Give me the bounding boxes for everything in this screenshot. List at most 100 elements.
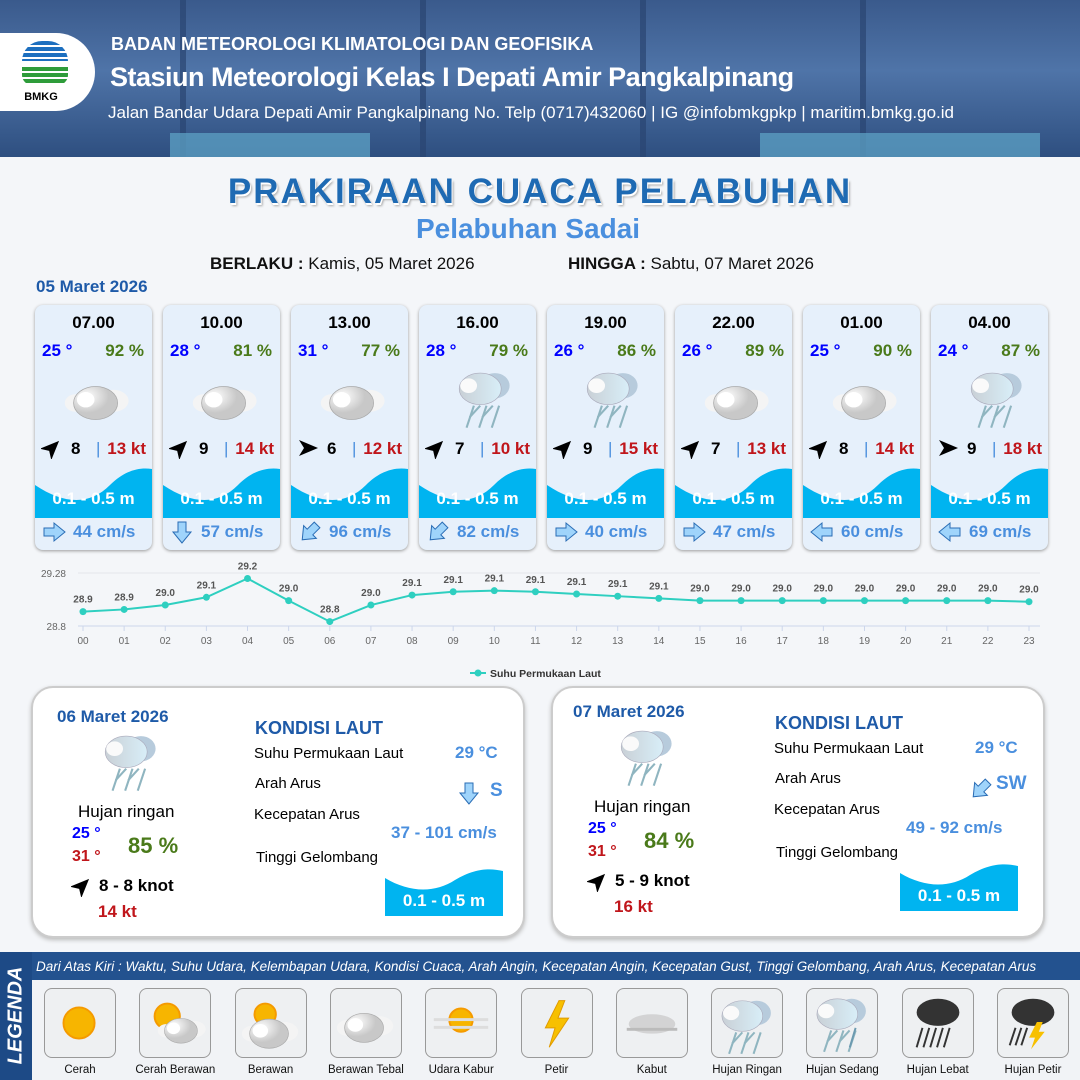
legend-heavy-rain-icon (901, 988, 974, 1058)
data-label: 29.0 (279, 584, 299, 595)
wind-speed-range: 8 - 8 knot (99, 876, 174, 895)
current-speed-range: 37 - 101 cm/s (391, 823, 497, 842)
data-point (449, 588, 457, 596)
wind-direction-icon (585, 870, 607, 894)
legend-label: Cerah Berawan (135, 1064, 216, 1076)
data-label: 29.0 (731, 584, 751, 595)
light-rain-icon (445, 367, 515, 435)
gust-speed: 10 kt (491, 439, 530, 458)
current-speed: 57 cm/s (201, 522, 264, 541)
data-point (79, 608, 87, 616)
wave-icon (900, 863, 1018, 911)
current-direction: S (490, 780, 503, 801)
wave-icon (163, 465, 280, 518)
forecast-time: 01.00 (840, 313, 883, 332)
wind-direction-icon (423, 437, 447, 461)
x-tick-label: 19 (859, 636, 871, 647)
current-speed: 47 cm/s (713, 522, 776, 541)
wave-height-label: Tinggi Gelombang (256, 849, 379, 866)
wind-speed: 9 (583, 439, 593, 458)
forecast-time: 07.00 (72, 313, 115, 332)
air-temperature: 25 ° (42, 341, 73, 360)
panel-date: 07 Maret 2026 (573, 702, 685, 721)
humidity: 81 % (233, 341, 272, 360)
x-tick-label: 10 (489, 636, 501, 647)
x-tick-label: 01 (119, 636, 131, 647)
data-point (902, 597, 910, 605)
wave-icon (547, 465, 664, 518)
air-temperature: 28 ° (426, 341, 457, 360)
data-label: 28.9 (73, 595, 93, 606)
gust-speed: 18 kt (1003, 439, 1042, 458)
wave-height: 0.1 - 0.5 m (180, 489, 263, 508)
wave-height: 0.1 - 0.5 m (402, 891, 486, 910)
current-speed: 69 cm/s (969, 522, 1032, 541)
data-point (202, 593, 210, 601)
data-point (161, 601, 169, 609)
wave-icon (385, 868, 503, 916)
legend-label: Kabut (636, 1064, 667, 1076)
humidity: 77 % (361, 341, 400, 360)
light-rain-icon (607, 725, 677, 793)
x-tick-label: 21 (941, 636, 953, 647)
wind-direction-icon (551, 437, 575, 461)
day1-date: 05 Maret 2026 (36, 277, 148, 296)
wind-speed-range: 5 - 9 knot (615, 871, 690, 890)
data-label: 29.0 (896, 584, 916, 595)
max-temperature: 31 ° (588, 843, 617, 860)
data-label: 29.0 (937, 584, 957, 595)
wind-direction-icon (807, 437, 831, 461)
current-direction-icon (553, 520, 579, 544)
thick-cloud-icon (829, 367, 899, 435)
wind-direction-icon (39, 437, 63, 461)
separator: | (352, 439, 357, 458)
data-label: 29.1 (197, 580, 217, 591)
x-tick-label: 06 (324, 636, 336, 647)
data-label: 29.1 (443, 575, 463, 586)
current-direction-icon (457, 779, 481, 807)
x-tick-label: 20 (900, 636, 912, 647)
data-point (655, 594, 663, 602)
sea-condition-title: KONDISI LAUT (775, 713, 903, 733)
forecast-card: 22.00 26 ° 89 % 7 | 13 kt 0.1 - 0.5 m 47… (675, 305, 792, 550)
wave-icon (291, 465, 408, 518)
sea-condition-title: KONDISI LAUT (255, 718, 383, 738)
gust-speed: 14 kt (235, 439, 274, 458)
legend-thunderstorm-icon (997, 988, 1069, 1058)
data-point (819, 597, 827, 605)
forecast-card: 13.00 31 ° 77 % 6 | 12 kt 0.1 - 0.5 m 96… (291, 305, 408, 550)
forecast-card: 01.00 25 ° 90 % 8 | 14 kt 0.1 - 0.5 m 60… (803, 305, 920, 550)
data-label: 29.0 (361, 588, 381, 599)
current-speed: 40 cm/s (585, 522, 648, 541)
data-point (737, 597, 745, 605)
wind-speed: 9 (967, 439, 977, 458)
legend-description: Dari Atas Kiri : Waktu, Suhu Udara, Kele… (36, 959, 1037, 974)
data-point (285, 597, 293, 605)
x-tick-label: 22 (982, 636, 994, 647)
current-direction-icon (297, 520, 323, 544)
current-speed-label: Kecepatan Arus (254, 806, 360, 823)
header-banner (0, 0, 1080, 157)
wave-height: 0.1 - 0.5 m (917, 886, 1001, 905)
separator: | (608, 439, 613, 458)
data-label: 29.0 (1019, 585, 1039, 596)
current-speed: 82 cm/s (457, 522, 520, 541)
data-point (490, 587, 498, 595)
data-label: 28.9 (114, 592, 134, 603)
data-label: 29.0 (156, 588, 176, 599)
sst-label: Suhu Permukaan Laut (774, 740, 924, 757)
data-label: 29.2 (238, 562, 258, 573)
legend-label: Hujan Petir (1004, 1064, 1062, 1076)
current-direction-icon (425, 520, 451, 544)
wave-icon (931, 465, 1048, 518)
forecast-card: 07.00 25 ° 92 % 8 | 13 kt 0.1 - 0.5 m 44… (35, 305, 152, 550)
wind-speed: 8 (71, 439, 81, 458)
gust-speed: 12 kt (363, 439, 402, 458)
x-tick-label: 13 (612, 636, 624, 647)
separator: | (480, 439, 485, 458)
humidity: 86 % (617, 341, 656, 360)
data-point (984, 597, 992, 605)
x-tick-label: 09 (448, 636, 460, 647)
weather-condition: Hujan ringan (78, 802, 175, 821)
forecast-time: 13.00 (328, 313, 371, 332)
